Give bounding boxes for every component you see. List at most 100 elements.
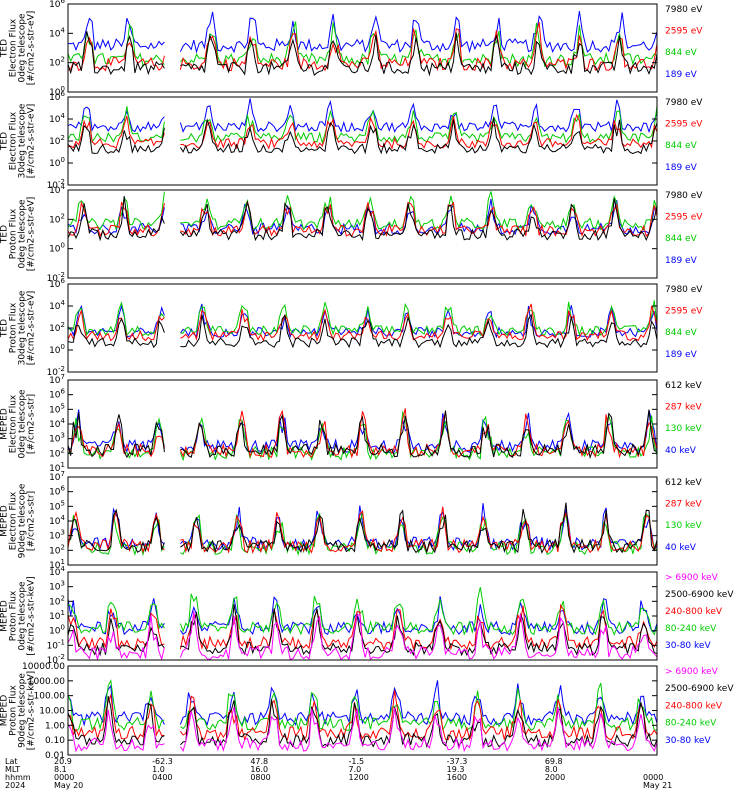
traces [68,408,657,462]
x-tick-label: 16.0 [250,765,268,774]
legend-entry: > 6900 keV [665,667,719,677]
y-tick-label: 104 [49,299,65,312]
traces [68,502,657,557]
y-tick-label: 1.00 [45,721,65,731]
series-line [68,300,657,337]
y-tick-label: 102 [49,134,65,147]
x-tick-label: 8.0 [545,765,558,774]
y-tick-label: 10.00 [39,707,65,717]
traces [68,587,657,660]
y-tick-label: 106 [49,0,65,10]
legend-entry: 30-80 keV [665,641,711,651]
y-tick-label: 104 [49,417,65,430]
y-tick-label: 101 [49,609,65,622]
legend-entry: 612 keV [665,478,702,488]
series-line [68,113,657,150]
legend-entry: 189 eV [665,70,698,80]
legend-entry: 240-800 keV [665,607,723,617]
legend-entry: 7980 eV [665,285,703,295]
traces [68,300,657,349]
y-axis-label: MEPEDElectron Flux0deg telescope[#/cm2-s… [0,389,37,459]
y-tick-label: 102 [49,543,65,556]
x-row-label: MLT [5,765,20,774]
y-tick-label: 100 [49,156,65,169]
x-tick-label: 1.0 [152,765,165,774]
legend-entry: 287 keV [665,403,702,413]
y-tick-label: 1000.00 [28,677,65,687]
x-tick-label: 0800 [250,773,270,782]
y-tick-label: 102 [49,212,65,225]
x-tick-label: 19.3 [447,765,465,774]
legend-entry: 40 keV [665,543,697,553]
x-tick-label: 1200 [349,773,369,782]
y-tick-label: 104 [49,26,65,39]
legend-entry: 2500-6900 keV [665,590,734,600]
y-tick-label: 0.01 [45,751,65,761]
x-tick-label: 47.8 [250,757,268,766]
legend-entry: 2595 eV [665,213,703,223]
x-tick-label: 69.8 [545,757,563,766]
x-tick-label: 2000 [545,773,565,782]
y-axis-label: MEPEDProton Flux90deg telescope[#/cm2-s-… [0,671,37,750]
legend-entry: 7980 eV [665,5,703,15]
series-line [68,105,657,145]
panel-8: 10000.00 1000.00 100.00 10.00 1.00 0.10 0.01 ME… [0,662,734,761]
y-tick-label: 106 [49,388,65,401]
legend-entry: 844 eV [665,234,698,244]
y-tick-label: 100 [49,343,65,356]
legend-entry: 130 keV [665,521,702,531]
y-axis-label: TEDProton Flux30deg telescope[#/cm2-s-st… [0,290,37,365]
series-line [68,117,657,155]
y-tick-label: 102 [49,594,65,607]
legend-entry: 844 eV [665,328,698,338]
y-tick-label: 100 [49,242,65,255]
y-axis-label: TEDProton Flux0deg telescope[#/cm2-s-str… [0,197,37,272]
traces [68,98,657,155]
series-line [68,596,657,636]
x-row-label: 2024 [5,781,25,790]
y-tick-label: 10000.00 [22,662,65,672]
y-axis-label: TEDElectron Flux30deg telescope[#/cm2-s-… [0,103,37,178]
x-row-label: hhmm [5,773,31,782]
y-tick-label: 103 [49,529,65,542]
legend-entry: 189 eV [665,256,698,266]
legend-entry: 80-240 keV [665,624,717,634]
legend-entry: 612 keV [665,381,702,391]
y-axis-label: MEPEDProton Flux0deg telescope[#/cm2-s-s… [0,576,37,655]
legend-entry: 2595 eV [665,27,703,37]
y-tick-label: 0.10 [45,736,65,746]
y-tick-label: 103 [49,580,65,593]
y-tick-label: 105 [49,499,65,512]
legend-entry: 30-80 keV [665,736,711,746]
traces [68,191,657,242]
x-tick-label: May 20 [54,781,83,790]
series-line [68,611,657,660]
legend-entry: 2595 eV [665,307,703,317]
x-tick-label: 0000 [643,773,663,782]
legend-entry: 130 keV [665,424,702,434]
legend-entry: 189 eV [665,163,698,173]
legend-entry: 844 eV [665,48,698,58]
legend-entry: > 6900 keV [665,573,719,583]
x-tick-label: 1600 [447,773,467,782]
x-tick-label: 7.0 [349,765,362,774]
y-tick-label: 102 [49,446,65,459]
plot-frame [67,189,658,279]
traces [68,11,657,77]
legend-entry: 2595 eV [665,120,703,130]
legend-entry: 7980 eV [665,98,703,108]
y-tick-label: 100 [49,624,65,637]
plot-frame [67,3,658,93]
series-line [68,98,657,134]
series-line [68,11,657,54]
series-line [68,502,657,554]
series-line [68,303,657,342]
legend-entry: 189 eV [665,350,698,360]
